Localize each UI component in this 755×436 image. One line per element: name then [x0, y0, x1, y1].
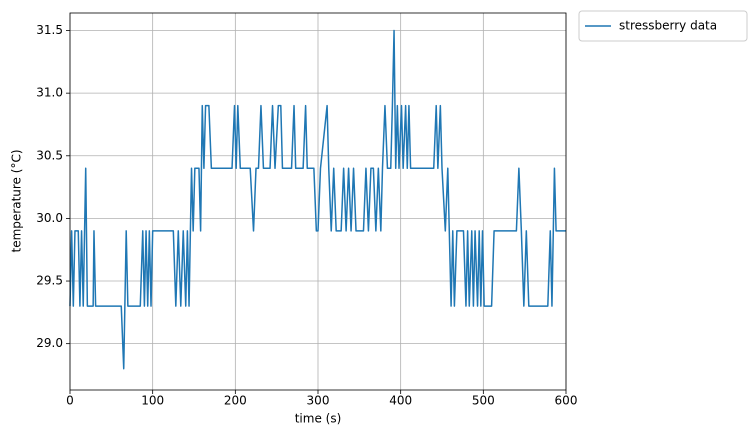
x-axis-label: time (s) — [295, 412, 342, 426]
y-tick-label: 30.0 — [36, 211, 63, 225]
plot-frame — [69, 12, 567, 391]
y-tick-label: 29.0 — [36, 336, 63, 350]
y-tick-label: 29.5 — [36, 274, 63, 288]
y-tick-label: 31.5 — [36, 23, 63, 37]
x-tick-label: 600 — [555, 394, 578, 408]
x-tick-label: 200 — [224, 394, 247, 408]
x-tick-label: 400 — [389, 394, 412, 408]
x-tick-label: 500 — [472, 394, 495, 408]
y-tick-label: 30.5 — [36, 148, 63, 162]
data-line — [69, 29, 566, 370]
y-tick-label: 31.0 — [36, 86, 63, 100]
legend-label: stressberry data — [619, 19, 717, 33]
y-axis-label: temperature (°C) — [10, 150, 24, 253]
legend-box — [578, 10, 748, 42]
x-tick-label: 300 — [307, 394, 330, 408]
x-tick-label: 0 — [66, 394, 74, 408]
x-tick-label: 100 — [141, 394, 164, 408]
